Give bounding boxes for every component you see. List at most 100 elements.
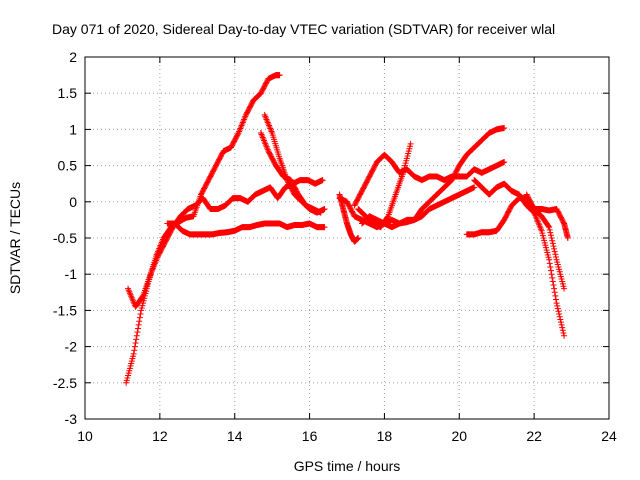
data-point <box>471 184 478 191</box>
data-point <box>552 254 559 261</box>
data-point <box>547 267 554 274</box>
data-point <box>319 177 326 184</box>
data-point <box>135 321 142 328</box>
data-point <box>139 293 146 300</box>
x-tick-label: 22 <box>526 428 542 444</box>
data-point <box>551 289 558 296</box>
series-arc-10 <box>355 140 414 231</box>
data-point <box>549 237 556 244</box>
data-point <box>136 314 143 321</box>
data-point <box>546 226 553 233</box>
data-point <box>555 308 562 315</box>
y-tick-label: 2 <box>69 49 77 65</box>
series-arc-3 <box>164 220 328 238</box>
series-arc-1 <box>123 72 283 386</box>
data-point <box>133 332 140 339</box>
data-point <box>548 235 555 241</box>
data-point <box>549 240 556 247</box>
data-point <box>554 305 561 312</box>
data-point <box>548 271 555 278</box>
data-point <box>556 311 563 318</box>
y-tick-label: 0 <box>69 194 77 210</box>
data-point <box>321 206 328 213</box>
series-arc-7 <box>351 151 508 209</box>
data-point <box>564 235 571 241</box>
axis-ticks: 10 12 14 16 18 20 22 24 -3 -2.5 -2 -1.5 -1 -0.5 0 0.5 1 1… <box>53 49 617 444</box>
chart-title: Day 071 of 2020, Sidereal Day-to-day VTE… <box>52 21 555 37</box>
data-point <box>559 324 566 331</box>
x-tick-label: 12 <box>152 428 168 444</box>
y-tick-label: -2.5 <box>53 375 77 391</box>
data-point <box>384 214 391 221</box>
data-point <box>551 245 558 252</box>
data-point <box>546 260 553 267</box>
data-point <box>547 232 554 239</box>
x-tick-label: 24 <box>601 428 617 444</box>
data-point <box>130 350 137 357</box>
series-arc-13 <box>523 191 571 241</box>
data-point <box>131 343 138 350</box>
y-tick-label: 1.5 <box>58 85 78 101</box>
data-point <box>546 224 553 231</box>
x-axis-label: GPS time / hours <box>294 458 401 474</box>
data-point <box>501 158 508 165</box>
y-tick-label: -3 <box>65 411 78 427</box>
y-tick-label: -0.5 <box>53 230 77 246</box>
data-point <box>501 124 508 131</box>
y-tick-label: 1 <box>69 121 77 137</box>
data-point <box>547 263 554 270</box>
data-point <box>556 313 563 320</box>
data-point <box>545 223 552 230</box>
y-tick-label: -1.5 <box>53 302 77 318</box>
x-tick-label: 18 <box>377 428 393 444</box>
data-point <box>355 235 362 241</box>
series-arc-12 <box>471 177 568 339</box>
data-point <box>407 140 414 147</box>
data-point <box>549 278 556 285</box>
series-arc-9 <box>358 184 478 231</box>
y-axis-label: SDTVAR / TECUs <box>7 182 23 294</box>
data-point <box>276 72 283 79</box>
data-point <box>552 292 559 299</box>
data-point <box>546 256 553 263</box>
data-point <box>132 339 139 346</box>
y-tick-label: 0.5 <box>58 158 78 174</box>
data-point <box>557 319 564 326</box>
series-arc-5 <box>257 130 324 216</box>
data-point <box>561 332 568 339</box>
x-tick-label: 10 <box>77 428 93 444</box>
data-point <box>552 296 559 303</box>
data-point <box>549 274 556 281</box>
data-point <box>560 330 567 337</box>
x-tick-label: 20 <box>451 428 467 444</box>
y-tick-label: -2 <box>65 339 78 355</box>
data-point <box>234 131 241 138</box>
x-tick-label: 14 <box>227 428 243 444</box>
data-point <box>551 248 558 255</box>
data-point <box>552 251 559 258</box>
x-tick-label: 16 <box>302 428 318 444</box>
data-point <box>553 300 560 307</box>
data-point <box>321 224 328 231</box>
data-point <box>550 243 557 250</box>
data-point <box>131 347 138 354</box>
data-point <box>136 318 143 325</box>
data-point <box>550 282 557 289</box>
data-points <box>123 72 571 386</box>
y-tick-label: -1 <box>65 266 78 282</box>
data-point <box>135 325 142 332</box>
data-point <box>561 285 568 292</box>
data-point <box>554 302 561 309</box>
data-point <box>133 336 140 343</box>
data-point <box>317 209 324 216</box>
data-point <box>551 285 558 292</box>
data-point <box>134 329 141 336</box>
series-arc-4 <box>261 111 328 216</box>
data-point <box>557 316 564 323</box>
data-point <box>137 311 144 318</box>
data-point <box>559 327 566 334</box>
data-point <box>547 229 554 236</box>
series-arc-2 <box>125 177 326 310</box>
data-point <box>558 321 565 328</box>
